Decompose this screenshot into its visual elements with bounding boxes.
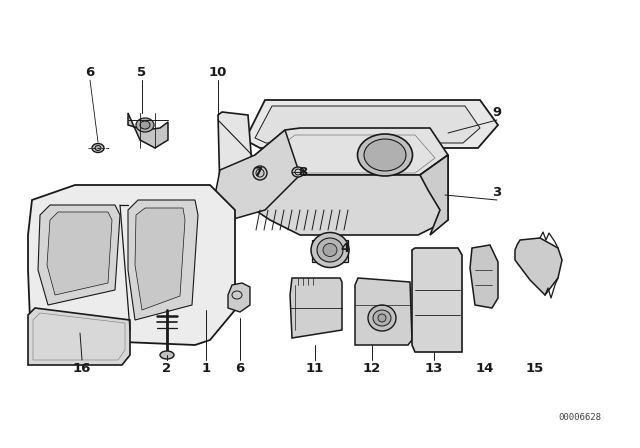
Polygon shape	[255, 128, 448, 175]
Polygon shape	[412, 248, 462, 352]
Text: 16: 16	[73, 362, 91, 375]
Text: 15: 15	[526, 362, 544, 375]
Polygon shape	[28, 308, 130, 365]
Text: 9: 9	[492, 107, 502, 120]
Polygon shape	[470, 245, 498, 308]
Text: 14: 14	[476, 362, 494, 375]
Ellipse shape	[92, 143, 104, 152]
Text: 6: 6	[236, 362, 244, 375]
Ellipse shape	[373, 310, 391, 326]
Ellipse shape	[160, 351, 174, 359]
Polygon shape	[47, 212, 112, 295]
Text: 13: 13	[425, 362, 443, 375]
Polygon shape	[255, 106, 480, 143]
Ellipse shape	[140, 121, 150, 129]
Polygon shape	[515, 238, 562, 295]
Polygon shape	[135, 208, 185, 310]
Polygon shape	[245, 100, 498, 148]
Polygon shape	[290, 278, 342, 338]
Polygon shape	[218, 112, 252, 195]
Polygon shape	[420, 155, 448, 235]
Text: 8: 8	[298, 167, 308, 180]
Polygon shape	[255, 155, 448, 235]
Text: 5: 5	[138, 65, 147, 78]
Ellipse shape	[323, 244, 337, 257]
Polygon shape	[38, 205, 120, 305]
Polygon shape	[215, 130, 300, 220]
Text: 7: 7	[253, 167, 262, 180]
Ellipse shape	[364, 139, 406, 171]
Polygon shape	[355, 278, 412, 345]
Polygon shape	[128, 200, 198, 320]
Polygon shape	[28, 185, 235, 345]
Text: 6: 6	[85, 65, 95, 78]
Text: 1: 1	[202, 362, 211, 375]
Text: 10: 10	[209, 65, 227, 78]
Polygon shape	[128, 113, 168, 148]
Polygon shape	[228, 283, 250, 312]
Text: 4: 4	[340, 241, 349, 254]
Ellipse shape	[95, 146, 101, 151]
Text: 2: 2	[163, 362, 172, 375]
Ellipse shape	[358, 134, 413, 176]
Text: 00006628: 00006628	[559, 414, 602, 422]
Ellipse shape	[311, 233, 349, 267]
Ellipse shape	[378, 314, 386, 322]
Ellipse shape	[292, 167, 304, 177]
Ellipse shape	[368, 305, 396, 331]
Text: 12: 12	[363, 362, 381, 375]
Ellipse shape	[253, 166, 267, 180]
Ellipse shape	[136, 118, 154, 132]
Text: 3: 3	[492, 186, 502, 199]
Ellipse shape	[317, 238, 343, 262]
Text: 11: 11	[306, 362, 324, 375]
Polygon shape	[312, 240, 348, 262]
